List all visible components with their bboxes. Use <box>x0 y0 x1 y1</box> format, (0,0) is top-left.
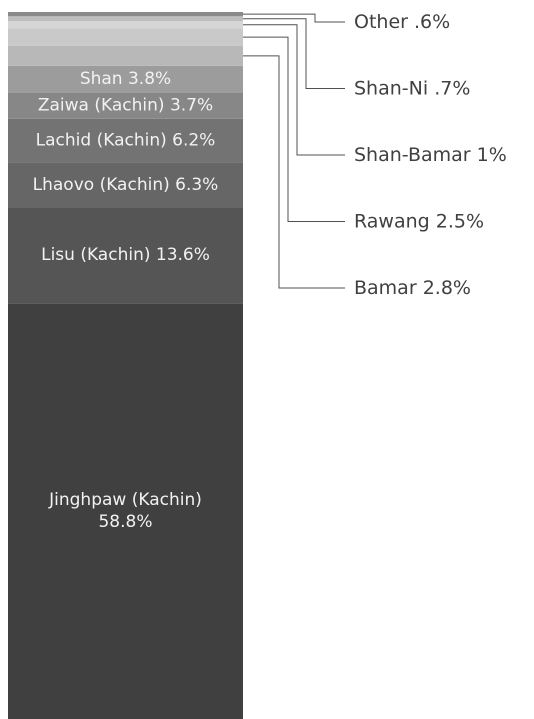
segment-label: Jinghpaw (Kachin) 58.8% <box>48 490 202 532</box>
bar-segment <box>8 303 243 719</box>
segment-value: 6.2% <box>172 131 215 151</box>
segment-name: Lachid (Kachin) <box>36 131 167 151</box>
segment-name: Shan-Ni <box>354 77 428 99</box>
leader-line <box>243 18 345 89</box>
leader-line <box>243 24 345 156</box>
segment-name: Lhaovo (Kachin) <box>33 175 170 195</box>
segment-name: Bamar <box>354 277 417 299</box>
segment-value: 58.8% <box>98 512 152 532</box>
segment-label: Shan 3.8% <box>80 69 171 89</box>
segment-value: 3.8% <box>128 69 171 89</box>
segment-name: Other <box>354 11 408 33</box>
leader-line <box>243 36 345 222</box>
segment-label: Lachid (Kachin) 6.2% <box>36 131 216 151</box>
segment-label: Lisu (Kachin) 13.6% <box>41 245 210 265</box>
segment-label: Rawang 2.5% <box>354 210 484 232</box>
segment-label: Bamar 2.8% <box>354 277 471 299</box>
leader-line <box>243 13 345 23</box>
segment-value: 2.8% <box>423 277 471 299</box>
bar-segment <box>8 65 243 93</box>
segment-label: Zaiwa (Kachin) 3.7% <box>38 96 213 116</box>
bar-segment <box>8 207 243 304</box>
segment-value: 6.3% <box>175 175 218 195</box>
segment-value: 1% <box>477 144 507 166</box>
bar-segment <box>8 28 243 46</box>
bar-segment <box>8 45 243 66</box>
segment-value: 2.5% <box>436 210 484 232</box>
segment-value: 3.7% <box>170 96 213 116</box>
segment-name: Zaiwa (Kachin) <box>38 96 165 116</box>
segment-label: Shan-Ni .7% <box>354 77 470 99</box>
bar-segment <box>8 12 243 17</box>
segment-value: 13.6% <box>156 245 210 265</box>
bar-segment <box>8 92 243 119</box>
segment-label: Lhaovo (Kachin) 6.3% <box>33 175 219 195</box>
segment-value: .6% <box>414 11 450 33</box>
segment-name: Shan <box>80 69 123 89</box>
bar-segment <box>8 16 243 22</box>
bar-segment <box>8 118 243 163</box>
segment-value: .7% <box>434 77 470 99</box>
segment-name: Shan-Bamar <box>354 144 471 166</box>
segment-label: Shan-Bamar 1% <box>354 144 507 166</box>
bar-segment <box>8 21 243 29</box>
bar-segment <box>8 162 243 208</box>
leader-line <box>243 55 345 289</box>
segment-name: Lisu (Kachin) <box>41 245 150 265</box>
segment-name: Jinghpaw (Kachin) <box>48 490 202 510</box>
segment-name: Rawang <box>354 210 430 232</box>
segment-label: Other .6% <box>354 11 450 33</box>
